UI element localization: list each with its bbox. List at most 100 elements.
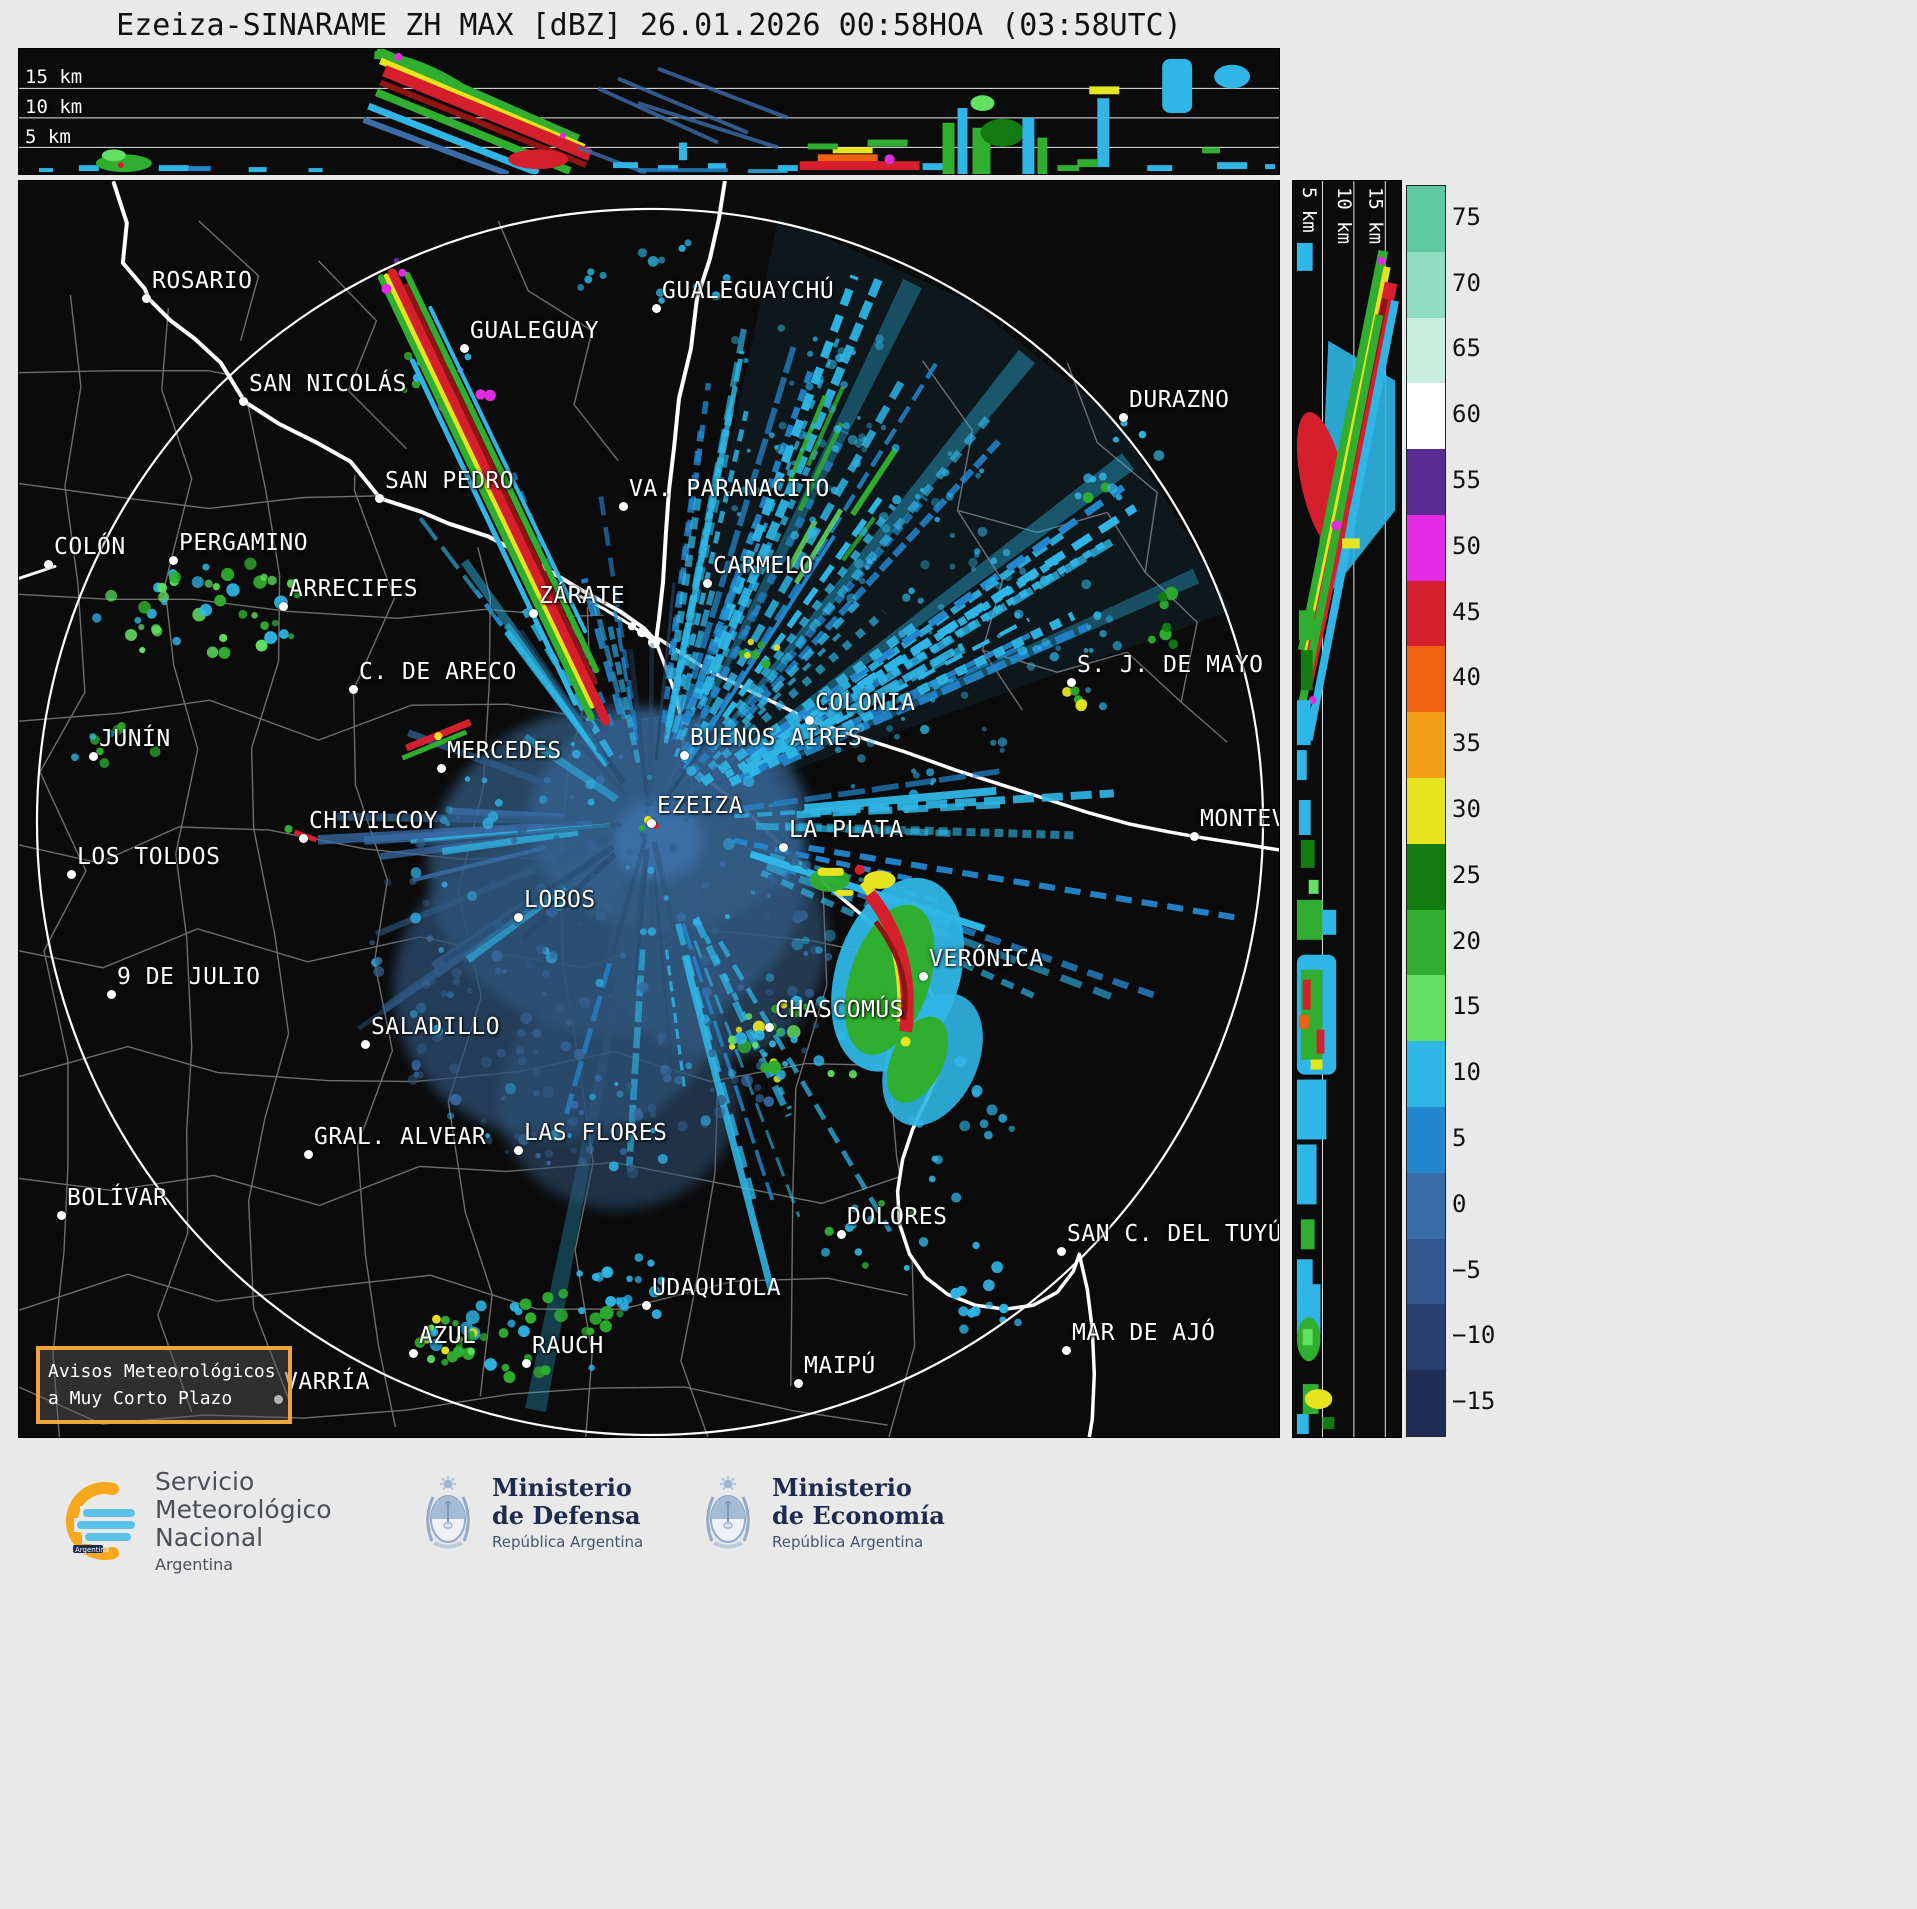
alt-label-10km: 10 km — [25, 96, 83, 118]
city-label: EZEIZA — [657, 793, 744, 819]
altitude-gridlines — [19, 87, 1279, 148]
smn-country: Argentina — [155, 1555, 234, 1574]
city-dot — [239, 397, 248, 406]
colorbar-segment — [1407, 778, 1445, 844]
colorbar-tick-label: 0 — [1452, 1189, 1467, 1218]
city-label: CHIVILCOY — [309, 808, 439, 834]
city-label: CARMELO — [713, 553, 814, 579]
defensa-subtitle: República Argentina — [492, 1533, 644, 1552]
warning-line2: a Muy Corto Plazo — [48, 1388, 233, 1409]
city-dot — [142, 294, 151, 303]
city-label: ZÁRATE — [539, 583, 626, 609]
colorbar-segment — [1407, 1106, 1445, 1173]
city-dot — [703, 579, 712, 588]
city-label: GRAL. ALVEAR — [314, 1124, 487, 1150]
city-label: MAR DE AJÓ — [1072, 1320, 1216, 1346]
defensa-title-line1: Ministerio — [492, 1473, 632, 1502]
colorbar-segment — [1407, 186, 1445, 252]
colorbar-segment — [1407, 514, 1445, 581]
city-label: LA PLATA — [789, 817, 904, 843]
colorbar-tick-label: 65 — [1452, 334, 1481, 363]
city-dot — [1119, 413, 1128, 422]
city-label: CHASCOMÚS — [775, 997, 905, 1023]
colorbar-tick-label: 45 — [1452, 597, 1481, 626]
city-label: SAN C. DEL TUYÚ — [1067, 1221, 1280, 1247]
defensa-title-line2: de Defensa — [492, 1500, 641, 1530]
city-label: PERGAMINO — [179, 530, 309, 556]
colorbar-segment — [1407, 843, 1445, 910]
mercedes-streak — [401, 718, 472, 761]
colorbar-tick-label: 30 — [1452, 795, 1481, 823]
colorbar-tick-label: −10 — [1452, 1321, 1496, 1350]
colorbar-segment — [1407, 1041, 1445, 1107]
smn-name-line1: Servicio — [155, 1467, 255, 1496]
city-label: SALADILLO — [371, 1014, 501, 1040]
alt-label-5km: 5 km — [25, 126, 71, 148]
city-dot — [1057, 1247, 1066, 1256]
city-label: VERÓNICA — [929, 946, 1044, 972]
colorbar-tick-label: 35 — [1452, 729, 1481, 758]
colorbar-tick-label: 70 — [1452, 268, 1481, 297]
city-dot — [805, 716, 814, 725]
city-label: VA. PARANACITO — [629, 476, 830, 502]
city-dot — [437, 764, 446, 773]
la-plata-patch — [809, 867, 854, 896]
city-label: DOLORES — [847, 1204, 948, 1230]
city-label: BUENOS AIRES — [690, 725, 863, 751]
colorbar-segment — [1407, 712, 1445, 779]
page-title: Ezeiza-SINARAME ZH MAX [dBZ] 26.01.2026 … — [116, 8, 1182, 43]
city-label: UDAQUIOLA — [652, 1275, 782, 1301]
colorbar-segment — [1407, 383, 1445, 450]
colorbar-segment — [1407, 1370, 1445, 1436]
smn-logo-group: Argentina Servicio Meteorológico Naciona… — [55, 1468, 332, 1574]
city-dot — [514, 1146, 523, 1155]
smn-logo-icon: Argentina — [65, 1482, 138, 1560]
echo-speckle — [71, 239, 1179, 1384]
city-dot — [57, 1211, 66, 1220]
colorbar-tick-label: −5 — [1452, 1255, 1481, 1284]
colorbar-tick-label: 15 — [1452, 992, 1481, 1021]
city-label: COLONIA — [815, 690, 916, 716]
svg-text:Argentina: Argentina — [75, 1546, 109, 1554]
colorbar-segment — [1407, 317, 1445, 384]
colorbar-segment — [1407, 449, 1445, 515]
city-dot — [169, 556, 178, 565]
colorbar-segment — [1407, 251, 1445, 318]
coat-of-arms-icon — [705, 1474, 751, 1549]
radar-map-plot — [19, 181, 1279, 1437]
city-dot — [529, 609, 538, 618]
alt-label-15km: 15 km — [25, 66, 83, 88]
colorbar-tick-label: 50 — [1452, 531, 1481, 560]
city-dot — [44, 560, 53, 569]
city-dot — [1062, 1346, 1071, 1355]
city-label: LAS FLORES — [524, 1120, 668, 1146]
city-dot — [647, 819, 656, 828]
smn-name-line2: Meteorológico — [155, 1495, 332, 1524]
city-dot — [409, 1349, 418, 1358]
top-cross-section-panel: 15 km 10 km 5 km — [18, 48, 1280, 175]
warning-line1: Avisos Meteorológicos — [48, 1361, 276, 1382]
cross-section-echoes — [1296, 242, 1399, 1435]
colorbar-tick-label: 60 — [1452, 400, 1481, 429]
colorbar-tick-label: 20 — [1452, 926, 1481, 955]
rivers — [19, 181, 727, 649]
echo-cells — [284, 718, 983, 1126]
colorbar-segment — [1407, 1304, 1445, 1371]
city-dot — [274, 1395, 283, 1404]
colorbar-tick-label: 10 — [1452, 1058, 1481, 1087]
colorbar-tick-label: 40 — [1452, 663, 1481, 692]
alt-label-10km: 10 km — [1333, 187, 1354, 244]
economia-title-line1: Ministerio — [772, 1473, 912, 1502]
city-label: BOLÍVAR — [67, 1185, 168, 1211]
city-label: SAN NICOLÁS — [249, 371, 407, 397]
city-dot — [652, 304, 661, 313]
colorbar-tick-label: 75 — [1452, 202, 1481, 231]
city-label: SAN PEDRO — [385, 468, 515, 494]
colorbar-segment — [1407, 1172, 1445, 1239]
city-dot — [522, 1359, 531, 1368]
warning-banner[interactable]: Avisos Meteorológicos a Muy Corto Plazo — [36, 1346, 292, 1424]
city-label: RAUCH — [532, 1333, 604, 1359]
veronica-convective-cell — [831, 864, 983, 1126]
city-label: LOBOS — [524, 887, 596, 913]
city-label: JUNÍN — [99, 726, 171, 752]
